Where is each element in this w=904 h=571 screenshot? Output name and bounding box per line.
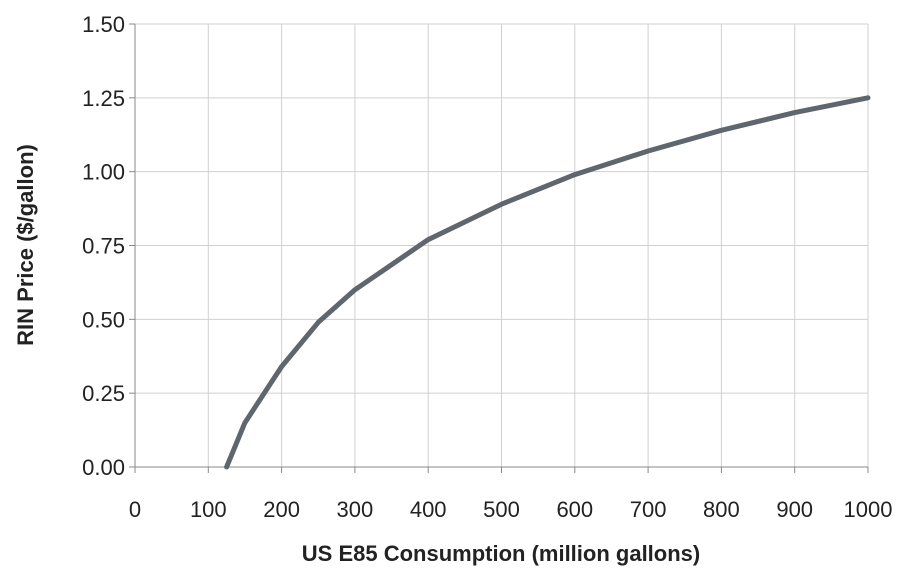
x-tick-labels: 0 100 200 300 400 500 600 700 800 900 1000 bbox=[129, 497, 893, 522]
y-tick-label: 0.00 bbox=[82, 455, 125, 480]
y-tick-labels: 0.00 0.25 0.50 0.75 1.00 1.25 1.50 bbox=[82, 12, 125, 480]
x-tick-label: 700 bbox=[630, 497, 667, 522]
series-layer bbox=[224, 95, 871, 470]
y-tick-label: 1.50 bbox=[82, 12, 125, 37]
gridlines bbox=[135, 23, 869, 467]
x-tick-label: 100 bbox=[190, 497, 227, 522]
x-tick-label: 1000 bbox=[844, 497, 893, 522]
y-tick-label: 0.75 bbox=[82, 234, 125, 259]
x-tick-label: 0 bbox=[129, 497, 141, 522]
y-axis-title: RIN Price ($/gallon) bbox=[13, 144, 38, 346]
x-tick-label: 800 bbox=[703, 497, 740, 522]
x-tick-label: 200 bbox=[263, 497, 300, 522]
x-tick-label: 900 bbox=[776, 497, 813, 522]
x-tick-label: 500 bbox=[483, 497, 520, 522]
x-tick-label: 600 bbox=[556, 497, 593, 522]
y-tick-label: 1.00 bbox=[82, 160, 125, 185]
x-tick-label: 400 bbox=[410, 497, 447, 522]
axes bbox=[129, 23, 869, 473]
y-tick-label: 1.25 bbox=[82, 86, 125, 111]
y-tick-label: 0.50 bbox=[82, 307, 125, 332]
x-tick-label: 300 bbox=[337, 497, 374, 522]
x-axis-title: US E85 Consumption (million gallons) bbox=[302, 541, 700, 566]
y-tick-label: 0.25 bbox=[82, 381, 125, 406]
series-line-0 bbox=[224, 95, 871, 470]
